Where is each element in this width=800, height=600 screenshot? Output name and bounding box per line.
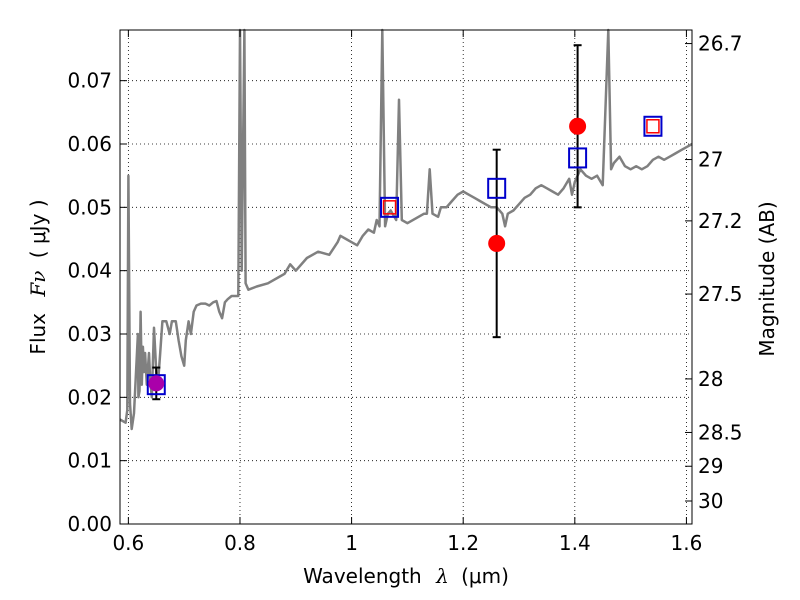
- right-tick-label: 27: [698, 148, 723, 172]
- y-axis-label: Flux Fν ( μJy ): [26, 199, 50, 354]
- x-axis-label-prefix: Wavelength: [303, 564, 422, 588]
- right-tick-label: 27.2: [698, 209, 743, 233]
- spectrum-layer: [119, 28, 693, 431]
- model-inner-box: [646, 119, 660, 134]
- y-tick-label: 0.01: [67, 449, 112, 473]
- x-tick-label: 1.2: [447, 531, 479, 555]
- x-tick-label: 1: [345, 531, 358, 555]
- x-axis-label-symbol: λ: [435, 564, 449, 588]
- model-inner-box: [382, 200, 397, 215]
- right-tick-label: 27.5: [698, 282, 743, 306]
- errorbar-layer: [152, 44, 582, 401]
- y-tick-label: 0.07: [67, 69, 112, 93]
- x-tick-label: 0.8: [224, 531, 256, 555]
- observed-point: [569, 117, 587, 135]
- special-point: [148, 375, 165, 392]
- model-box: [487, 177, 507, 199]
- y-tick-label: 0.06: [67, 132, 112, 156]
- x-tick-label: 0.6: [112, 531, 144, 555]
- right-axis-label: Magnitude (AB): [755, 201, 779, 356]
- marker-layer: [146, 115, 663, 396]
- y-axis-label-unit: ( μJy ): [26, 199, 50, 258]
- x-tick-label: 1.6: [671, 531, 703, 555]
- y-tick-label: 0.04: [67, 259, 112, 283]
- model-box: [380, 196, 400, 218]
- right-tick-label: 29: [698, 454, 723, 478]
- x-tick-label: 1.4: [559, 531, 591, 555]
- right-tick-label: 26.7: [698, 32, 743, 56]
- model-box: [568, 147, 588, 169]
- right-tick-label: 28: [698, 367, 723, 391]
- y-tick-label: 0.03: [67, 322, 112, 346]
- y-tick-label: 0.05: [67, 195, 112, 219]
- y-tick-label: 0.02: [67, 385, 112, 409]
- y-tick-label: 0.00: [67, 512, 112, 536]
- right-tick-label: 28.5: [698, 420, 743, 444]
- x-axis-label-unit: (μm): [461, 564, 509, 588]
- tick-layer: 0.6 0.8 1 1.2 1.4 1.6 0.00 0.01 0.02 0.03 0.04 0.05…: [67, 30, 743, 555]
- model-box: [146, 374, 166, 396]
- x-axis-label: Wavelength λ (μm): [303, 564, 509, 588]
- spectrum-line: [119, 28, 693, 431]
- y-axis-label-prefix: Flux: [26, 313, 50, 355]
- plot-frame: [119, 29, 693, 525]
- y-axis-label-symbol: Fν: [26, 271, 50, 298]
- right-tick-label: 30: [698, 489, 723, 513]
- observed-point: [488, 234, 506, 252]
- model-box: [643, 115, 663, 137]
